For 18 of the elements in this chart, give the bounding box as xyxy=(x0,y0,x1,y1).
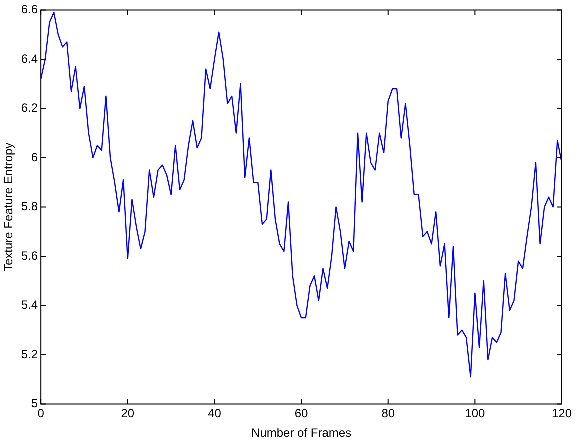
y-tick-label: 6.4 xyxy=(21,52,38,66)
x-axis-title: Number of Frames xyxy=(252,426,352,440)
y-tick-label: 5.2 xyxy=(21,347,38,362)
x-tick-label: 0 xyxy=(38,406,45,421)
x-tick-label: 100 xyxy=(465,406,486,421)
x-tick-label: 60 xyxy=(294,406,309,421)
y-tick-label: 5.6 xyxy=(21,248,38,263)
x-tick-label: 120 xyxy=(552,406,572,421)
x-tick-label: 40 xyxy=(208,406,222,421)
y-tick-label: 6.2 xyxy=(21,101,38,116)
y-tick-label: 5.8 xyxy=(21,200,38,214)
y-axis-title: Texture Feature Entropy xyxy=(2,142,16,272)
x-tick-label: 80 xyxy=(382,406,396,421)
x-tick-label: 20 xyxy=(121,406,135,421)
y-tick-label: 5.4 xyxy=(21,298,38,312)
y-tick-label: 6.6 xyxy=(21,2,38,17)
y-tick-label: 5 xyxy=(31,396,38,411)
y-tick-label: 6 xyxy=(31,150,38,164)
